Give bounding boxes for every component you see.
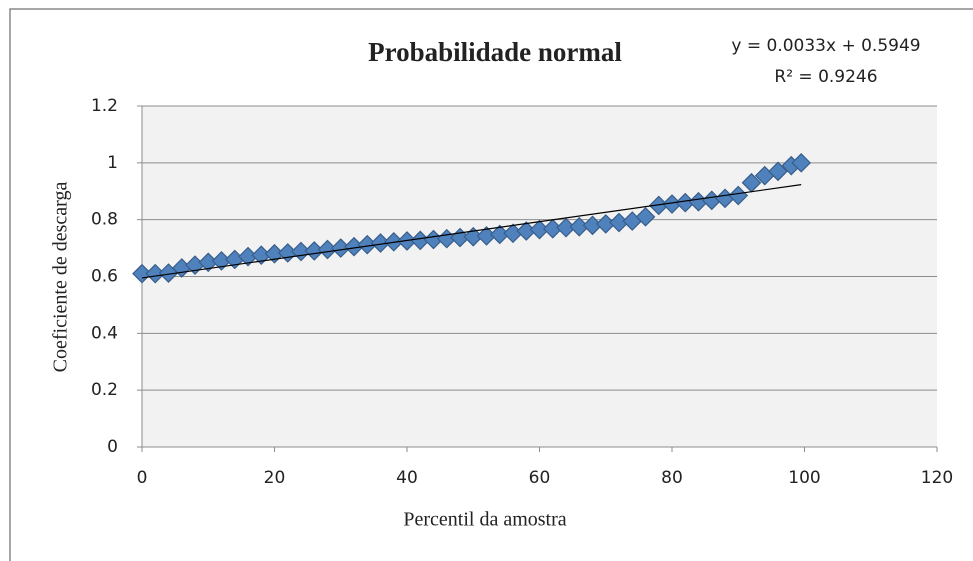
x-tick-label: 20 <box>264 468 286 488</box>
trend-equation: y = 0.0033x + 0.5949 <box>731 36 920 56</box>
y-tick-label: 0.8 <box>91 210 118 230</box>
point <box>132 263 152 284</box>
point <box>791 152 812 173</box>
point <box>635 206 656 227</box>
x-axis-label: Percentil da amostra <box>403 509 566 531</box>
x-tick-label: 100 <box>788 468 820 488</box>
chart-title: Probabilidade normal <box>368 37 622 67</box>
x-tick-label: 0 <box>137 468 148 488</box>
y-tick-label: 0 <box>107 437 118 457</box>
trendline <box>141 184 802 279</box>
x-tick-label: 40 <box>396 468 418 488</box>
y-tick-label: 1.2 <box>91 96 118 116</box>
y-tick-label: 1 <box>107 153 118 173</box>
trend-r2: R² = 0.9246 <box>774 67 877 87</box>
point <box>768 161 788 182</box>
y-tick-label: 0.2 <box>91 380 118 400</box>
x-tick-label: 80 <box>661 468 683 488</box>
y-tick-label: 0.6 <box>91 267 118 287</box>
y-tick-label: 0.4 <box>91 323 118 343</box>
y-axis-label: Coeficiente de descarga <box>50 182 72 373</box>
x-tick-label: 120 <box>921 468 953 488</box>
x-tick-label: 60 <box>529 468 551 488</box>
